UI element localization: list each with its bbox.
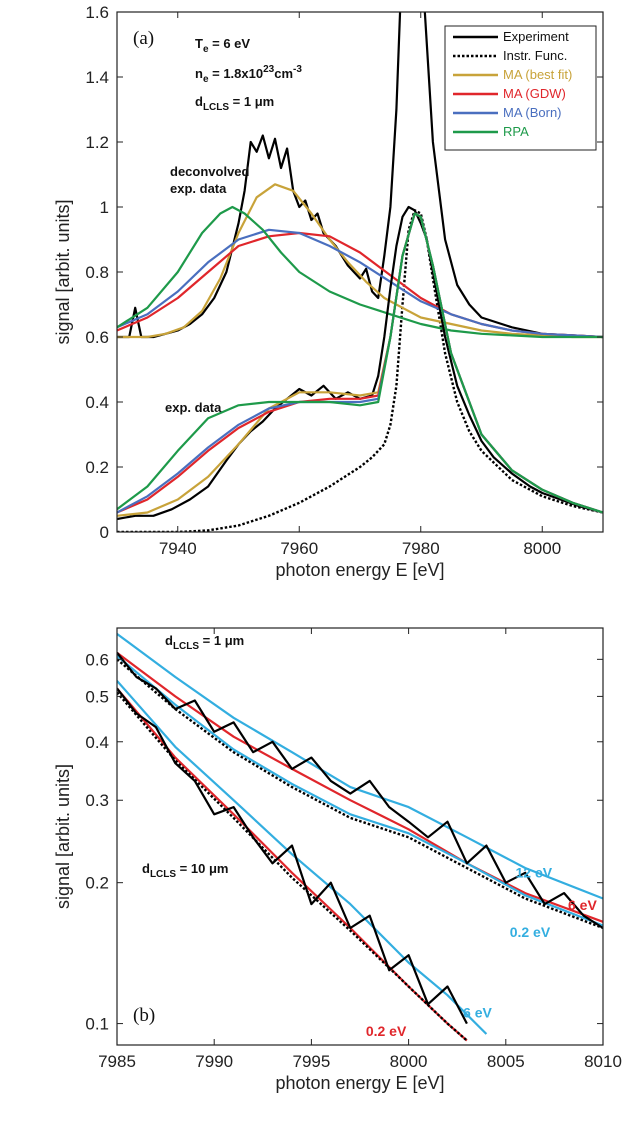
- x-tick-label: 8005: [487, 1052, 525, 1071]
- y-tick-label: 1.2: [85, 133, 109, 152]
- series-line-5: [117, 680, 488, 1035]
- x-tick-label: 7995: [292, 1052, 330, 1071]
- x-tick-label: 7980: [402, 539, 440, 558]
- x-tick-label: 8000: [390, 1052, 428, 1071]
- legend: Experiment Instr. Func. MA (best fit) MA (G…: [444, 25, 597, 151]
- annotation-dlcls-sub: LCLS: [203, 102, 229, 113]
- annotation-dlcls-rest: = 1 μm: [229, 94, 274, 109]
- annotation-temperature: Te = 6 eV: [195, 36, 250, 55]
- y-tick-label: 0.4: [85, 733, 109, 752]
- plot-frame: [116, 627, 604, 1046]
- series-line-7: [117, 691, 468, 1042]
- x-axis-label: photon energy E [eV]: [275, 560, 444, 580]
- legend-box: [444, 25, 597, 151]
- annotation-density-rest: = 1.8x10: [209, 66, 264, 81]
- panel-label: (a): [133, 28, 154, 49]
- annotation-density-part-0: 23: [263, 64, 275, 75]
- y-tick-label: 0.5: [85, 687, 109, 706]
- y-tick-label: 1.4: [85, 68, 109, 87]
- y-tick-label: 0.1: [85, 1015, 109, 1034]
- series-line-4: [117, 652, 603, 929]
- legend-entry-3: MA (GDW): [503, 86, 566, 101]
- panel-label: (b): [133, 1005, 155, 1026]
- annotation-density-sub: e: [203, 74, 209, 85]
- x-tick-label: 7960: [280, 539, 318, 558]
- x-tick-label: 7990: [195, 1052, 233, 1071]
- annotation-dlcls: dLCLS = 1 μm: [195, 94, 274, 113]
- annotation-temperature-main: T: [195, 36, 203, 51]
- series-line-7: [117, 212, 603, 517]
- series-line-0: [117, 633, 603, 900]
- y-tick-label: 0.6: [85, 650, 109, 669]
- legend-entry-4: MA (Born): [503, 105, 562, 120]
- annotation-density: ne = 1.8x1023cm-3: [195, 64, 302, 85]
- annotation-density-part-2: -3: [293, 64, 302, 75]
- y-tick-label: 0.4: [85, 393, 109, 412]
- y-tick-label: 0.2: [85, 458, 109, 477]
- legend-entry-2: MA (best fit): [503, 67, 572, 82]
- y-tick-label: 0: [100, 523, 109, 542]
- annotation-deconvolved-2: exp. data: [170, 181, 227, 196]
- annotation-dlcls-10-rest: = 10 μm: [176, 861, 228, 876]
- legend-entry-0: Experiment: [503, 29, 569, 44]
- x-tick-label: 7985: [98, 1052, 136, 1071]
- series-label-0: 12 eV: [516, 865, 553, 881]
- y-axis-label: signal [arbit. units]: [53, 199, 73, 344]
- series-group: [117, 12, 603, 532]
- annotation-dlcls-1-sub: LCLS: [173, 641, 199, 652]
- series-line-8: [117, 687, 468, 1025]
- y-tick-label: 1: [100, 198, 109, 217]
- x-tick-label: 7940: [159, 539, 197, 558]
- annotation-dlcls-10-sub: LCLS: [150, 869, 176, 880]
- series-label-1: 6 eV: [568, 897, 597, 913]
- panel-a: 7940 7960 7980 8000 0 0.2 0.4 0.6 0.8 1 1.2 1.4 1.6 p…: [53, 3, 604, 580]
- annotation-density-main: n: [195, 66, 203, 81]
- series-line-0: [117, 12, 603, 339]
- series-line-6: [117, 205, 603, 521]
- series-line-10: [117, 212, 603, 514]
- annotation-temperature-sub: e: [203, 44, 209, 55]
- annotation-deconvolved: deconvolved: [170, 164, 250, 179]
- series-line-1: [117, 209, 603, 532]
- y-tick-label: 0.2: [85, 874, 109, 893]
- annotation-temperature-rest: = 6 eV: [209, 36, 251, 51]
- series-line-2: [117, 183, 603, 339]
- series-line-2: [117, 658, 603, 930]
- legend-entry-5: RPA: [503, 124, 529, 139]
- series-line-3: [117, 655, 603, 927]
- x-axis-label: photon energy E [eV]: [275, 1073, 444, 1093]
- series-label-4: 0.2 eV: [366, 1023, 407, 1039]
- y-tick-label: 1.6: [85, 3, 109, 22]
- series-line-4: [117, 228, 603, 339]
- y-tick-label: 0.8: [85, 263, 109, 282]
- series-label-2: 0.2 eV: [510, 924, 551, 940]
- panel-b: 7985 7990 7995 8000 8005 8010 0.1 0.2 0.3 0.4 0.5 0…: [53, 627, 622, 1093]
- annotation-dlcls-10: dLCLS = 10 μm: [142, 861, 228, 880]
- y-axis-label: signal [arbit. units]: [53, 764, 73, 909]
- annotation-dlcls-1: dLCLS = 1 μm: [165, 633, 244, 652]
- annotation-exp-data: exp. data: [165, 400, 222, 415]
- legend-entry-1: Instr. Func.: [503, 48, 567, 63]
- series-line-5: [117, 205, 603, 339]
- y-tick-label: 0.6: [85, 328, 109, 347]
- series-group: [117, 633, 603, 1042]
- annotation-dlcls-1-main: d: [165, 633, 173, 648]
- x-tick-label: 8010: [584, 1052, 622, 1071]
- x-tick-label: 8000: [523, 539, 561, 558]
- series-label-3: 6 eV: [463, 1005, 492, 1021]
- annotation-dlcls-1-rest: = 1 μm: [199, 633, 244, 648]
- annotation-dlcls-10-main: d: [142, 861, 150, 876]
- annotation-density-part-1: cm: [274, 66, 293, 81]
- annotation-dlcls-main: d: [195, 94, 203, 109]
- y-tick-label: 0.3: [85, 791, 109, 810]
